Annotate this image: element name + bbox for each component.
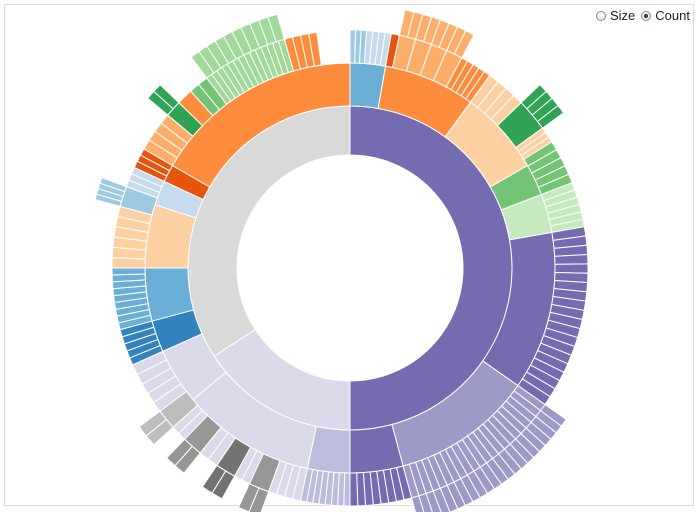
level-1-ring [187, 105, 513, 431]
sunburst-segment-level-4-0-7[interactable] [453, 30, 475, 59]
level-2-ring [144, 62, 556, 474]
size-option[interactable]: Size [596, 8, 635, 23]
level-4-ring [94, 9, 567, 512]
sunburst-segment-level-3-10-4[interactable] [554, 263, 589, 274]
sunburst-segment-level-4-7-3[interactable] [99, 177, 127, 193]
size-label: Size [610, 8, 636, 23]
sunburst-segment-level-3-35[interactable] [316, 29, 351, 66]
value-mode-controls: Size Count [596, 8, 690, 23]
sunburst-segment-level-4-9-9[interactable] [267, 13, 286, 43]
sunburst-segment-level-4-6-1[interactable] [138, 410, 168, 437]
sunburst-segment-level-3-12-7[interactable] [349, 472, 359, 507]
count-option[interactable]: Count [641, 8, 690, 23]
sunburst-segment-level-3-10-3[interactable] [554, 253, 589, 265]
sunburst-segment-level-4-2-21[interactable] [410, 495, 427, 512]
count-label: Count [655, 8, 690, 23]
sunburst-segment-level-4-5-1[interactable] [165, 438, 194, 467]
sunburst-segment-level-4-1-3[interactable] [536, 104, 565, 129]
sunburst-segment-level-4-8-1[interactable] [153, 83, 180, 110]
size-radio[interactable] [596, 10, 606, 21]
sunburst-segment-level-4-4-1[interactable] [201, 464, 227, 494]
sunburst-segment-level-4-3-1[interactable] [237, 483, 260, 512]
count-radio[interactable] [641, 10, 652, 21]
sunburst-segment-level-3-24-8[interactable] [111, 267, 146, 276]
level-3-ring [111, 29, 589, 507]
